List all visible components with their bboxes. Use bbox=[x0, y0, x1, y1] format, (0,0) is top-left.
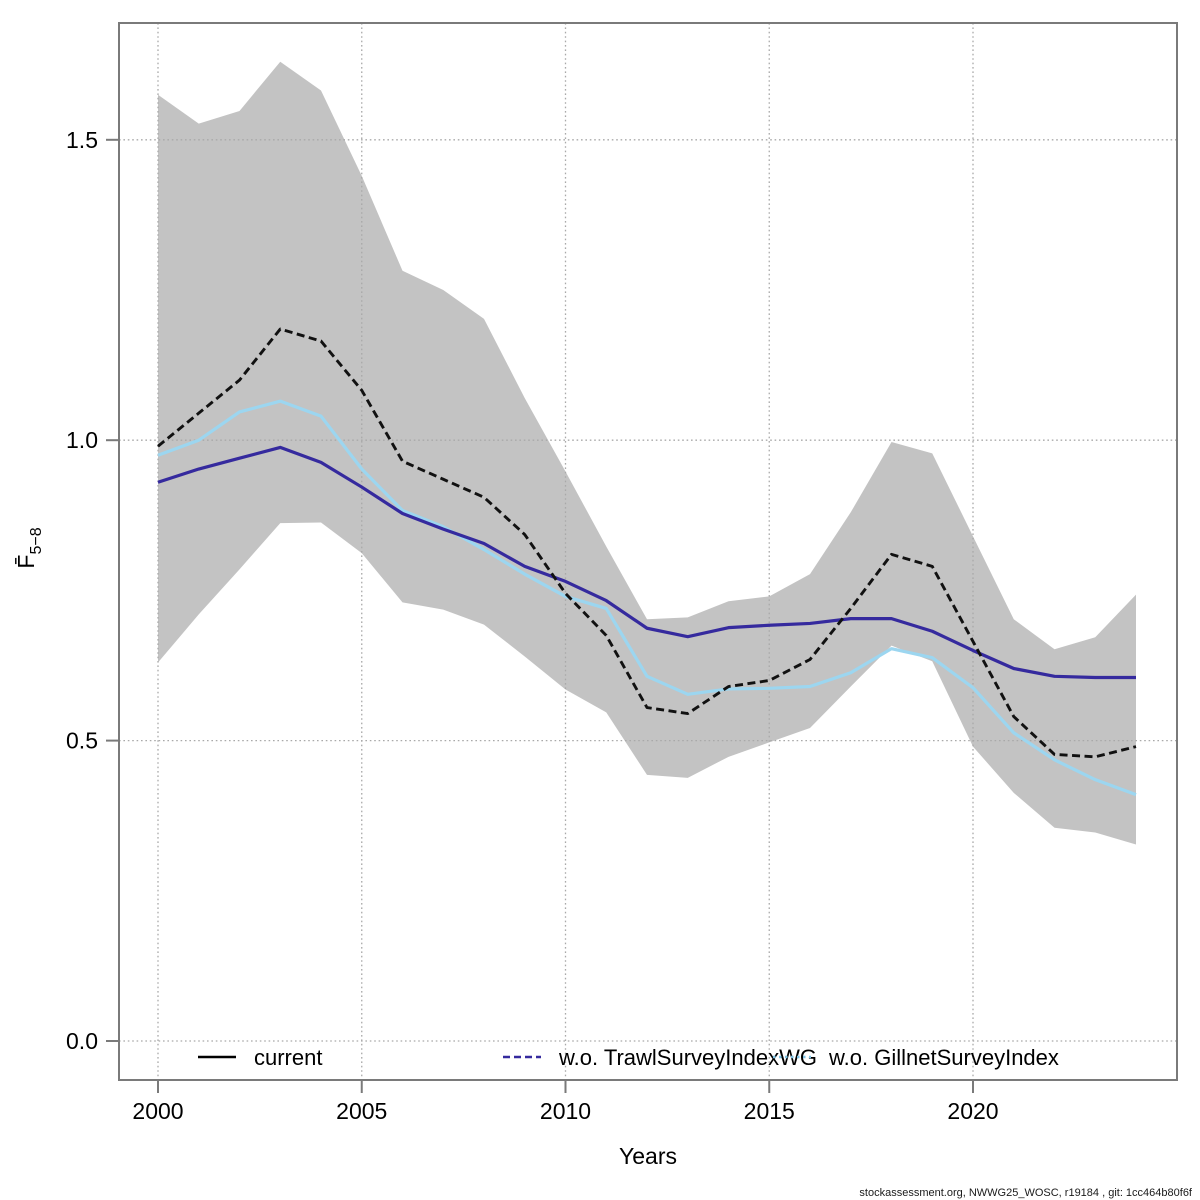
legend-label: w.o. TrawlSurveyIndexWG bbox=[558, 1045, 817, 1070]
gridlines bbox=[119, 23, 1177, 1080]
x-tick-label: 2020 bbox=[947, 1098, 998, 1124]
y-tick-label: 1.0 bbox=[66, 427, 98, 453]
y-tick-labels: 0.0 0.5 1.0 1.5 bbox=[66, 127, 98, 1054]
y-axis-title-subscript: 5−8 bbox=[28, 527, 45, 554]
series-lines bbox=[157, 327, 1137, 797]
series-line-w-o-trawlsurveyindexwg bbox=[157, 445, 1136, 680]
x-tick-label: 2010 bbox=[540, 1098, 591, 1124]
legend-label: current bbox=[254, 1045, 322, 1070]
axis-ticks bbox=[106, 138, 974, 1093]
plot-border bbox=[118, 22, 1178, 1081]
footer-text: stockassessment.org, NWWG25_WOSC, r19184… bbox=[859, 1187, 1193, 1199]
series-line-w-o-gillnetsurveyindex bbox=[157, 399, 1137, 797]
x-tick-label: 2000 bbox=[132, 1098, 183, 1124]
x-axis-title: Years bbox=[619, 1143, 677, 1169]
legend: current w.o. TrawlSurveyIndexWG w.o. Gilln… bbox=[198, 1045, 1059, 1070]
x-tick-labels: 2000 2005 2010 2015 2020 bbox=[132, 1098, 998, 1124]
y-axis-title: F̄5−8 bbox=[13, 527, 45, 568]
y-tick-label: 0.0 bbox=[66, 1028, 98, 1054]
x-tick-label: 2015 bbox=[744, 1098, 795, 1124]
legend-label: w.o. GillnetSurveyIndex bbox=[828, 1045, 1059, 1070]
y-tick-label: 0.5 bbox=[66, 728, 98, 754]
x-tick-label: 2005 bbox=[336, 1098, 387, 1124]
y-axis-title-main: F̄ bbox=[13, 555, 39, 569]
y-tick-label: 1.5 bbox=[66, 127, 98, 153]
series-line-current bbox=[157, 327, 1137, 759]
